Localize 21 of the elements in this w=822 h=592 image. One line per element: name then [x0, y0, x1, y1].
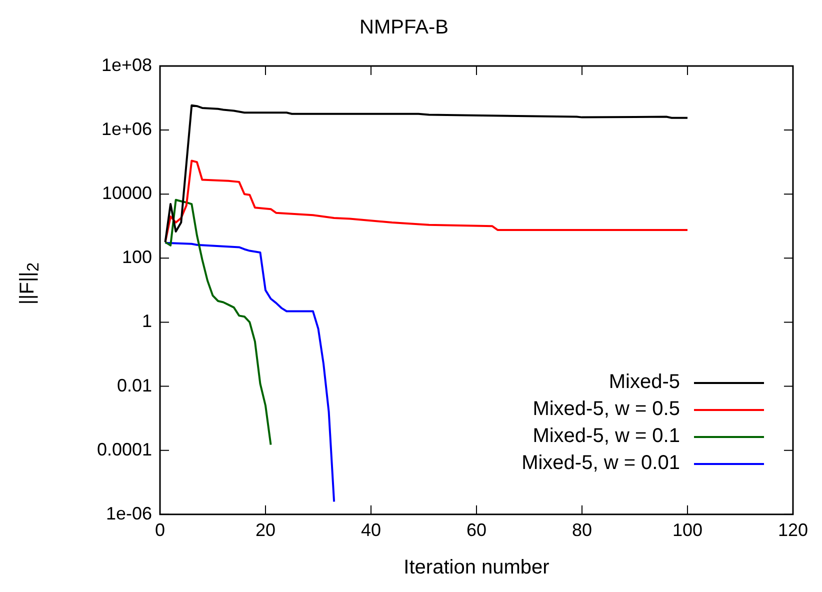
x-tick-label: 0 [154, 520, 166, 540]
x-tick-label: 120 [778, 520, 808, 540]
y-tick-label: 10000 [102, 183, 152, 204]
x-tick-label: 100 [672, 520, 703, 540]
y-tick-label: 0.01 [116, 375, 152, 396]
y-tick-label: 1e+08 [101, 54, 152, 75]
x-tick-label: 60 [466, 520, 487, 540]
legend-label: Mixed-5, w = 0.5 [532, 398, 680, 421]
y-tick-label: 1e-06 [106, 503, 152, 524]
y-tick-label: 0.0001 [96, 439, 152, 460]
y-tick-label: 1e+06 [101, 119, 152, 140]
x-tick-label: 20 [255, 520, 276, 540]
legend-label: Mixed-5, w = 0.01 [522, 452, 680, 475]
x-axis-title: Iteration number [404, 556, 550, 579]
legend-label: Mixed-5 [608, 371, 680, 394]
chart-title: NMPFA-B [360, 16, 448, 39]
y-tick-label: 1 [142, 311, 152, 332]
legend-label: Mixed-5, w = 0.1 [532, 425, 680, 448]
x-tick-label: 80 [572, 520, 592, 540]
y-tick-label: 100 [122, 247, 152, 268]
x-tick-label: 40 [360, 520, 382, 540]
